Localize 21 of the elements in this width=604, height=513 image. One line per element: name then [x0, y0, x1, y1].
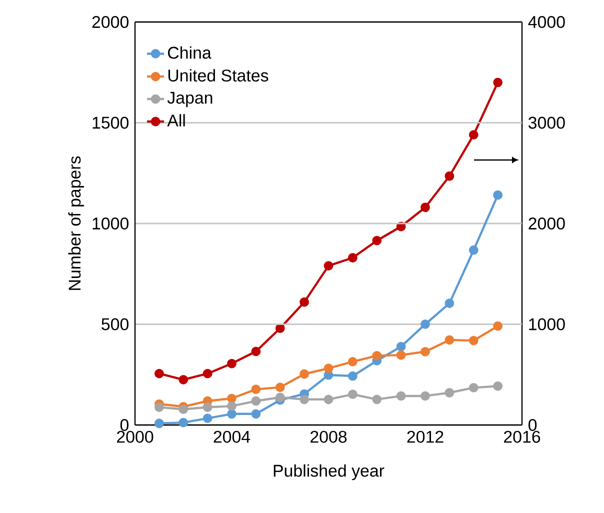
x-tick-label: 2000	[117, 430, 154, 443]
y2-tick-label: 4000	[528, 16, 565, 28]
x-tick-label: 2012	[407, 430, 444, 443]
y-tick-label: 1500	[92, 116, 128, 129]
legend-label: Japan	[167, 92, 212, 108]
x-tick-label: 2004	[214, 430, 250, 443]
y2-tick-label: 1000	[529, 318, 565, 330]
legend-label: United States	[168, 69, 268, 82]
y-axis-title: Number of papers	[68, 156, 84, 290]
legend-label: China	[168, 46, 212, 59]
y2-tick-label: 0	[528, 418, 537, 431]
legend-label: All	[167, 114, 185, 126]
y-tick-label: 0	[120, 418, 129, 431]
y2-tick-label: 3000	[528, 116, 565, 129]
y-tick-label: 2000	[92, 16, 128, 28]
y2-tick-label: 2000	[528, 217, 565, 230]
y-tick-label: 500	[102, 318, 129, 330]
x-tick-label: 2008	[310, 430, 347, 443]
x-tick-label: 2016	[504, 430, 540, 443]
x-axis-title: Published year	[274, 464, 384, 480]
y-tick-label: 1000	[92, 217, 128, 230]
